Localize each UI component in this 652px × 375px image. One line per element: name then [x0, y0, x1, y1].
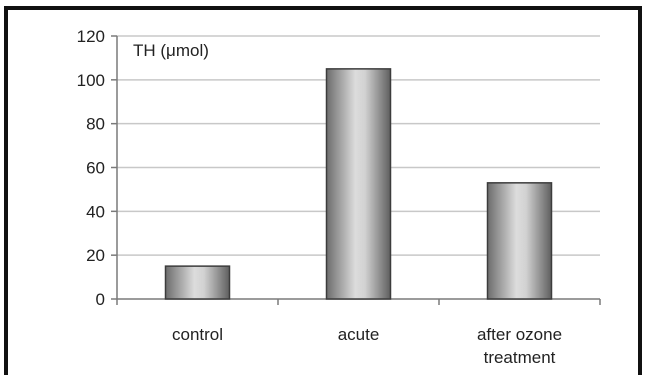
chart-frame [4, 6, 642, 375]
x-category-label: control [172, 325, 223, 344]
y-tick-label: 40 [86, 202, 105, 221]
x-category-label: after ozone [477, 325, 562, 344]
y-tick-label: 80 [86, 115, 105, 134]
bar-0 [164, 265, 231, 300]
y-tick-label: 20 [86, 246, 105, 265]
bars [164, 68, 553, 300]
x-category-label: acute [338, 325, 380, 344]
y-axis-title: TH (μmol) [133, 41, 209, 60]
labels: 0 20 40 60 80 100 120 control acute after ozone tr… [77, 27, 562, 367]
y-tick-label: 60 [86, 159, 105, 178]
y-tick-label: 120 [77, 27, 105, 46]
y-tick-label: 0 [96, 290, 105, 309]
y-tick-label: 100 [77, 71, 105, 90]
x-category-label: treatment [484, 348, 556, 367]
bar-1 [325, 68, 392, 300]
bar-2 [486, 182, 553, 300]
